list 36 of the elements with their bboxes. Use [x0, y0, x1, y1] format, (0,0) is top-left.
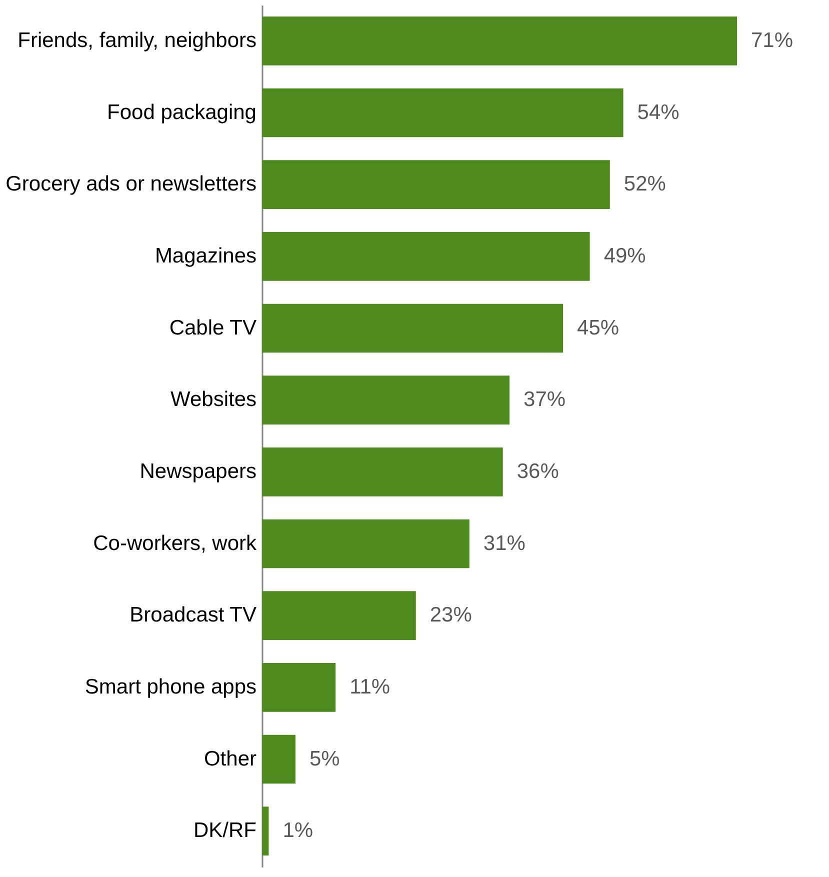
data-label: 1%	[282, 819, 314, 842]
data-label: 36%	[516, 460, 559, 483]
data-label: 54%	[637, 100, 680, 124]
y-tick-label: Food packaging	[107, 100, 256, 124]
data-label: 52%	[624, 172, 666, 196]
y-tick-label: Friends, family, neighbors	[18, 28, 256, 52]
data-label: 49%	[604, 244, 646, 268]
data-label: 31%	[483, 532, 526, 555]
bar	[262, 519, 470, 568]
y-tick-label: DK/RF	[194, 819, 256, 842]
bar	[262, 662, 336, 712]
y-tick-label: Magazines	[154, 244, 256, 268]
bar	[262, 734, 296, 784]
bar	[262, 447, 503, 496]
y-tick-label: Broadcast TV	[130, 604, 256, 627]
bar	[262, 88, 624, 138]
y-tick-label: Co-workers, work	[93, 532, 257, 555]
bar	[262, 591, 416, 640]
bar	[262, 16, 737, 66]
data-label: 11%	[350, 675, 390, 698]
data-label: 37%	[524, 388, 566, 412]
y-tick-label: Grocery ads or newsletters	[6, 172, 256, 196]
y-tick-label: Cable TV	[169, 316, 256, 340]
bar	[262, 160, 610, 210]
y-tick-label: Websites	[170, 388, 256, 412]
y-tick-label: Newspapers	[140, 460, 256, 483]
data-label: 23%	[430, 604, 472, 627]
data-label: 71%	[751, 28, 794, 52]
y-tick-label: Other	[204, 747, 256, 770]
data-label: 5%	[309, 747, 340, 770]
bar	[262, 304, 564, 353]
bar	[262, 806, 269, 856]
bar	[262, 376, 510, 425]
y-tick-label: Smart phone apps	[84, 675, 256, 698]
bar	[262, 232, 590, 281]
data-label: 45%	[577, 316, 620, 340]
